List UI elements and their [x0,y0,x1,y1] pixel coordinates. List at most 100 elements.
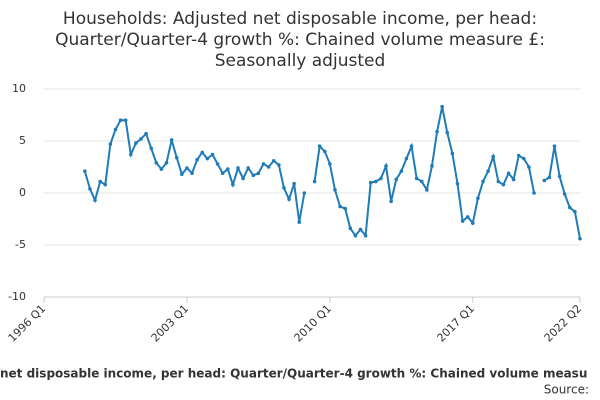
point [399,169,404,173]
point [190,171,194,176]
y-tick-label: -5 [15,238,26,251]
point [93,198,97,203]
point [394,177,399,182]
point [251,173,256,178]
point [271,158,276,163]
point [83,169,87,173]
point [220,171,225,176]
point [236,166,240,170]
point [164,161,169,165]
point [231,182,235,187]
point [128,152,133,157]
point [123,118,128,122]
point [149,146,153,151]
point [358,227,363,232]
point [404,156,409,161]
chart-title: Households: Adjusted net disposable inco… [63,9,537,29]
point [557,174,562,179]
point [256,171,261,176]
point [297,220,302,224]
chart-title: Seasonally adjusted [215,51,386,71]
point [205,156,210,161]
point [419,179,424,184]
point [353,233,358,238]
point [312,179,317,184]
y-tick-label: -10 [8,290,26,303]
point [430,164,434,168]
point [522,156,526,161]
point [266,165,271,169]
point [465,215,470,219]
point [200,150,205,155]
point [379,176,383,181]
point [414,176,419,181]
point [527,165,531,169]
point [573,209,577,214]
point [363,233,368,238]
point [460,219,465,223]
point [496,179,501,184]
point [481,179,485,184]
point [144,131,148,136]
point [180,172,184,177]
point [374,179,378,184]
point [425,188,429,192]
point [440,104,444,109]
point [282,186,286,190]
point [103,182,108,187]
source: Source: [544,383,589,397]
point [174,155,179,160]
point [195,157,199,162]
point [159,167,164,171]
point [287,197,291,202]
point [547,175,552,180]
point [118,118,123,122]
point [210,152,215,157]
y-tick-label: 10 [12,82,26,95]
point [445,130,450,135]
point [409,144,414,148]
point [384,164,388,168]
point [277,163,281,167]
point [113,127,118,132]
chart-title: Quarter/Quarter-4 growth %: Chained volu… [55,30,545,50]
point [368,180,373,185]
point [343,206,347,211]
point [455,181,460,186]
y-tick-label: 0 [19,186,26,199]
point [98,179,102,184]
point [501,182,506,187]
point [506,171,511,176]
point [317,144,322,148]
point [516,153,521,158]
point [108,142,113,146]
point [491,154,496,159]
point [389,199,393,204]
point [471,221,475,225]
point [552,144,557,148]
point [302,191,307,195]
point [435,129,439,134]
point [450,151,455,156]
point [338,204,342,209]
point [328,162,332,166]
point [476,196,480,200]
point [139,137,143,141]
point [348,226,353,231]
point [241,176,245,181]
point [578,236,582,241]
point [185,166,189,170]
point [215,162,220,166]
point [88,187,92,191]
point [292,181,296,186]
point [486,169,490,173]
point [333,188,337,192]
point [542,178,547,183]
point [261,162,266,166]
point [322,149,327,154]
point [562,192,567,196]
point [225,167,230,171]
point [567,205,572,210]
